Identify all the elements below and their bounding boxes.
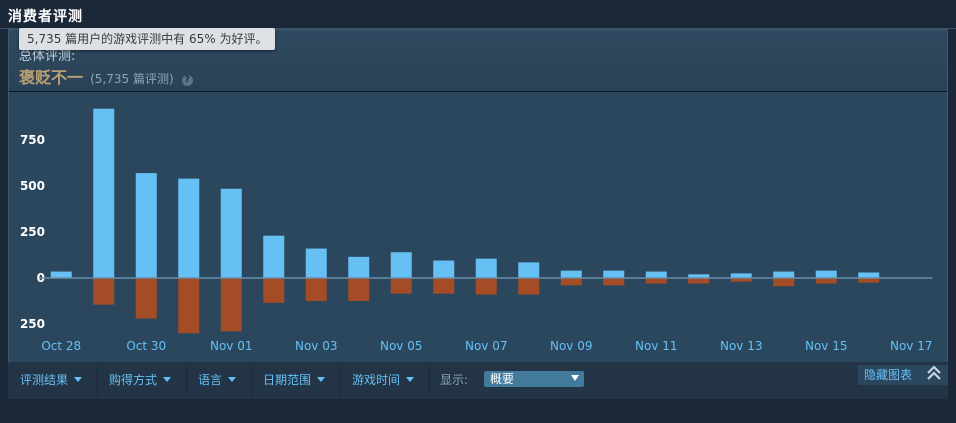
overall-label: 总体评测: xyxy=(19,49,76,64)
display-select-value: 概要 xyxy=(490,372,515,386)
y-tick-label: 250 xyxy=(20,225,45,239)
positive-bar[interactable] xyxy=(93,108,115,278)
negative-bar[interactable] xyxy=(390,278,412,294)
positive-bar[interactable] xyxy=(348,256,370,278)
positive-bar[interactable] xyxy=(518,262,540,278)
filter-label: 购得方式 xyxy=(109,373,158,387)
negative-bar[interactable] xyxy=(433,278,455,294)
negative-bar[interactable] xyxy=(263,278,285,303)
x-tick-label: Nov 07 xyxy=(465,339,508,353)
rating-tooltip: 5,735 篇用户的游戏评测中有 65% 为好评。 xyxy=(19,28,276,50)
negative-bar[interactable] xyxy=(730,278,752,282)
review-count: (5,735 篇评测) xyxy=(90,72,174,86)
x-tick-label: Nov 13 xyxy=(720,339,763,353)
positive-bar[interactable] xyxy=(50,271,72,278)
filter-divider xyxy=(97,366,98,396)
y-tick-label: 500 xyxy=(20,179,45,193)
negative-bar[interactable] xyxy=(560,278,582,286)
positive-bar[interactable] xyxy=(305,248,327,278)
filter-divider xyxy=(186,366,187,396)
filter-label: 评测结果 xyxy=(20,373,69,387)
positive-bar[interactable] xyxy=(645,271,667,278)
negative-bar[interactable] xyxy=(518,278,540,295)
x-tick-label: Oct 30 xyxy=(126,339,166,353)
negative-bar[interactable] xyxy=(220,278,242,332)
x-tick-label: Oct 28 xyxy=(41,339,81,353)
positive-bar[interactable] xyxy=(603,270,625,278)
summary-header: 总体评测: 褒贬不一 (5,735 篇评测) ? 5,735 篇用户的游戏评测中… xyxy=(9,28,947,92)
negative-bar[interactable] xyxy=(135,278,157,319)
positive-bar[interactable] xyxy=(730,273,752,278)
filter-label: 游戏时间 xyxy=(352,373,401,387)
filter-purchase-type[interactable]: 购得方式 xyxy=(109,362,172,399)
dropdown-arrow-icon xyxy=(571,375,579,381)
filter-divider xyxy=(340,366,341,396)
positive-bar[interactable] xyxy=(178,178,200,278)
help-icon[interactable]: ? xyxy=(181,75,193,86)
hide-graph-label: 隐藏图表 xyxy=(864,368,913,382)
positive-bar[interactable] xyxy=(560,270,582,278)
negative-bar[interactable] xyxy=(93,278,115,305)
filter-playtime[interactable]: 游戏时间 xyxy=(352,362,415,399)
positive-bar[interactable] xyxy=(220,188,242,278)
rating-summary[interactable]: 褒贬不一 xyxy=(19,68,84,87)
x-tick-label: Nov 05 xyxy=(380,339,423,353)
y-tick-label: 750 xyxy=(20,133,45,147)
x-tick-label: Nov 09 xyxy=(550,339,593,353)
negative-bar[interactable] xyxy=(858,278,880,283)
negative-bar[interactable] xyxy=(688,278,710,284)
x-tick-label: Nov 17 xyxy=(890,339,933,353)
negative-bar[interactable] xyxy=(815,278,837,284)
filter-label: 语言 xyxy=(198,373,223,387)
positive-bar[interactable] xyxy=(773,271,795,278)
filter-divider xyxy=(251,366,252,396)
double-chevron-up-icon xyxy=(927,365,941,380)
negative-bar[interactable] xyxy=(348,278,370,301)
positive-bar[interactable] xyxy=(390,252,412,278)
filter-label: 日期范围 xyxy=(263,373,312,387)
review-histogram: 750 500 250 0 250 Oct 28 Oct 30 Nov 01 Nov 03 Nov… xyxy=(9,92,947,363)
caret-down-icon xyxy=(74,377,83,382)
positive-bar[interactable] xyxy=(815,270,837,278)
x-tick-label: Nov 03 xyxy=(295,339,338,353)
filter-date-range[interactable]: 日期范围 xyxy=(263,362,326,399)
section-divider xyxy=(0,28,956,29)
negative-bar[interactable] xyxy=(305,278,327,301)
filter-language[interactable]: 语言 xyxy=(198,362,237,399)
negative-bar[interactable] xyxy=(603,278,625,286)
positive-bar[interactable] xyxy=(688,274,710,278)
filter-bar: 评测结果 购得方式 语言 日期范围 游戏时间 显示: 概要 xyxy=(8,362,948,399)
rating-row: 褒贬不一 (5,735 篇评测) ? xyxy=(19,64,193,88)
positive-bar[interactable] xyxy=(475,258,497,278)
x-tick-label: Nov 11 xyxy=(635,339,678,353)
caret-down-icon xyxy=(406,377,415,382)
display-select[interactable]: 概要 xyxy=(484,371,584,387)
section-title: 消费者评测 xyxy=(8,9,83,25)
caret-down-icon xyxy=(317,377,326,382)
hide-graph-button[interactable]: 隐藏图表 xyxy=(858,365,948,385)
filter-divider xyxy=(429,366,430,396)
positive-bar[interactable] xyxy=(263,235,285,278)
positive-bar[interactable] xyxy=(135,173,157,278)
negative-bar[interactable] xyxy=(645,278,667,284)
x-tick-label: Nov 01 xyxy=(210,339,253,353)
review-panel: 总体评测: 褒贬不一 (5,735 篇评测) ? 5,735 篇用户的游戏评测中… xyxy=(8,28,948,363)
negative-bar[interactable] xyxy=(475,278,497,295)
negative-bar[interactable] xyxy=(773,278,795,287)
positive-bar[interactable] xyxy=(858,272,880,278)
y-tick-label: 250 xyxy=(20,317,45,331)
filter-review-type[interactable]: 评测结果 xyxy=(20,362,83,399)
display-label: 显示: xyxy=(440,373,469,387)
caret-down-icon xyxy=(228,377,237,382)
x-tick-label: Nov 15 xyxy=(805,339,848,353)
caret-down-icon xyxy=(163,377,172,382)
positive-bar[interactable] xyxy=(433,260,455,278)
negative-bar[interactable] xyxy=(178,278,200,334)
